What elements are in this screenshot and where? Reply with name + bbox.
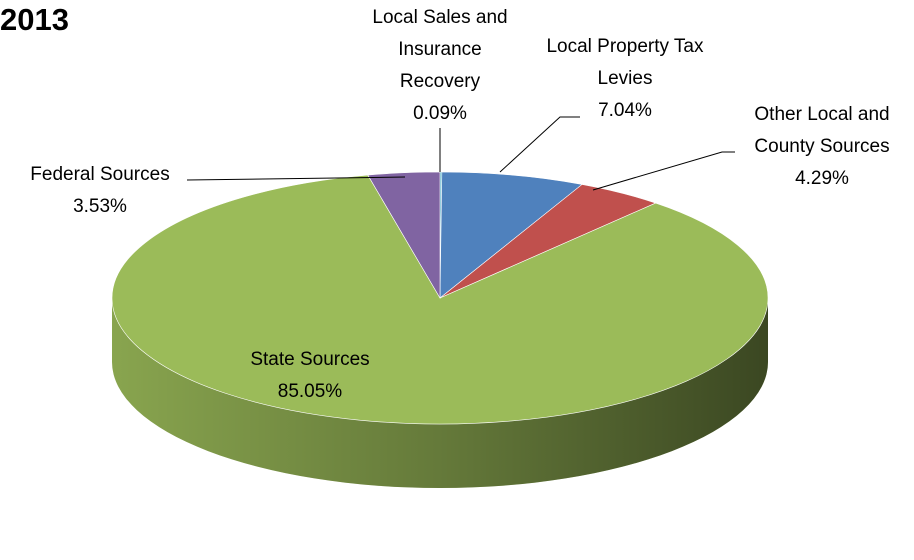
- leader-line: [499, 116, 580, 173]
- label-value: 7.04%: [598, 100, 652, 121]
- label-value: 4.29%: [795, 168, 849, 189]
- label-name: Local Sales and Insurance Recovery: [372, 7, 508, 92]
- leader-line: [186, 176, 406, 181]
- data-label: State Sources 85.05%: [210, 344, 410, 408]
- label-value: 85.05%: [277, 381, 343, 402]
- label-value: 3.53%: [73, 196, 127, 217]
- data-label: Other Local and County Sources 4.29%: [732, 99, 912, 195]
- label-name: State Sources: [250, 349, 370, 370]
- data-label: Local Property Tax Levies 7.04%: [530, 31, 720, 127]
- slice: [439, 171, 583, 299]
- data-label: Local Sales and Insurance Recovery 0.09%: [360, 2, 520, 130]
- chart-title: 2013: [0, 2, 69, 37]
- slice: [111, 174, 769, 425]
- slice-side-shade: [112, 298, 768, 488]
- label-name: Other Local and County Sources: [754, 104, 890, 157]
- label-name: Local Property Tax Levies: [546, 36, 704, 89]
- data-label: Federal Sources 3.53%: [0, 159, 200, 223]
- label-name: Federal Sources: [30, 164, 170, 185]
- leader-line: [592, 151, 735, 191]
- label-value: 0.09%: [413, 103, 467, 124]
